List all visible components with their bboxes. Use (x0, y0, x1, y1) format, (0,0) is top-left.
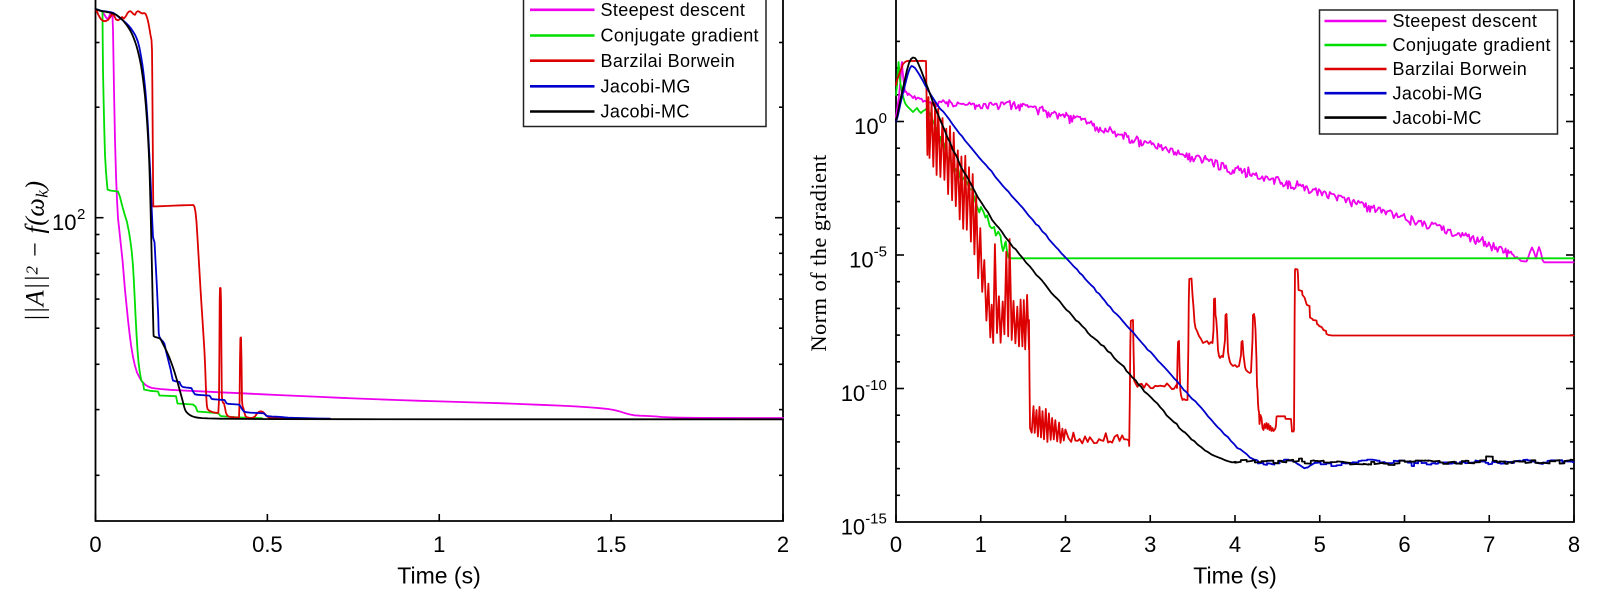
svg-text:-5: -5 (874, 244, 887, 261)
svg-text:10: 10 (841, 381, 865, 406)
svg-text:2: 2 (77, 206, 85, 223)
svg-text:8: 8 (1568, 532, 1580, 557)
svg-text:3: 3 (1144, 532, 1156, 557)
svg-text:0: 0 (890, 532, 902, 557)
svg-text:0: 0 (89, 532, 101, 557)
svg-text:0: 0 (879, 110, 887, 127)
svg-text:2: 2 (1059, 532, 1071, 557)
svg-text:5: 5 (1314, 532, 1326, 557)
svg-text:Steepest descent: Steepest descent (1393, 11, 1538, 31)
svg-text:4: 4 (1229, 532, 1241, 557)
svg-text:0.5: 0.5 (252, 532, 283, 557)
svg-text:Jacobi-MG: Jacobi-MG (601, 77, 691, 97)
svg-text:1.5: 1.5 (596, 532, 627, 557)
svg-text:1: 1 (433, 532, 445, 557)
svg-text:10: 10 (849, 248, 873, 273)
svg-text:Time (s): Time (s) (1193, 563, 1276, 589)
svg-text:-10: -10 (865, 377, 887, 394)
svg-text:-15: -15 (865, 511, 887, 528)
svg-text:Barzilai Borwein: Barzilai Borwein (1393, 59, 1528, 79)
svg-text:||A||2 − f(ωk): ||A||2 − f(ωk) (21, 181, 52, 322)
svg-text:2: 2 (777, 532, 789, 557)
svg-text:10: 10 (841, 515, 865, 540)
svg-text:Norm of the gradient: Norm of the gradient (806, 154, 831, 352)
svg-text:Time (s): Time (s) (397, 563, 480, 589)
svg-text:7: 7 (1483, 532, 1495, 557)
svg-text:10: 10 (854, 114, 878, 139)
svg-text:Steepest descent: Steepest descent (601, 0, 746, 20)
svg-text:10: 10 (52, 210, 76, 235)
svg-text:Jacobi-MC: Jacobi-MC (1393, 108, 1482, 128)
svg-text:Barzilai Borwein: Barzilai Borwein (601, 51, 736, 71)
svg-text:Conjugate gradient: Conjugate gradient (601, 26, 759, 46)
svg-text:Jacobi-MC: Jacobi-MC (601, 102, 690, 122)
svg-text:6: 6 (1398, 532, 1410, 557)
svg-text:1: 1 (975, 532, 987, 557)
svg-text:Conjugate gradient: Conjugate gradient (1393, 35, 1551, 55)
svg-text:Jacobi-MG: Jacobi-MG (1393, 83, 1483, 103)
